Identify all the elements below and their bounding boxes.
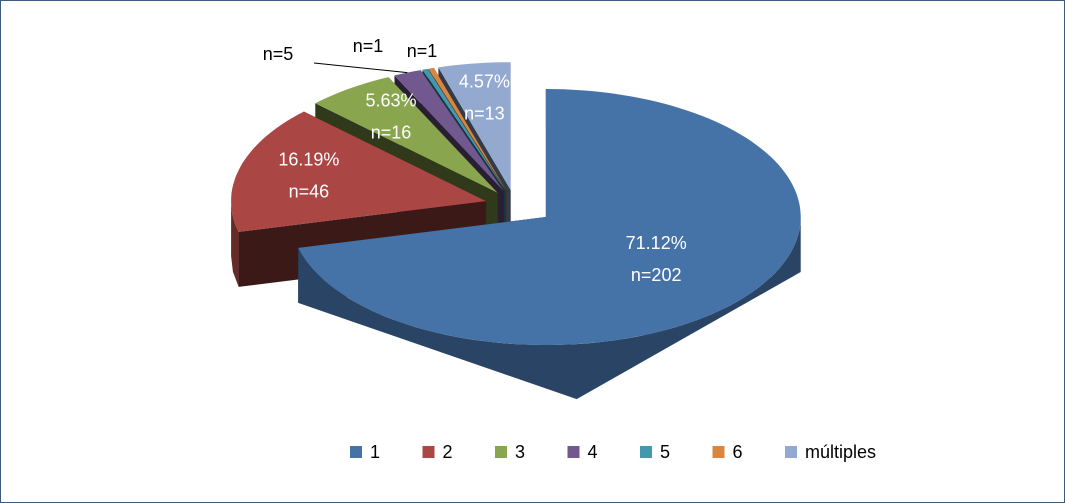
- labels: 71.12% n=202 16.19% n=46 5.63% n=16 n=5 n=1 n=1 4…: [263, 36, 687, 285]
- legend: 1 2 3 4 5 6 múltiples: [350, 442, 876, 462]
- legend-label: 5: [660, 442, 670, 462]
- value-label: n=16: [371, 123, 412, 143]
- legend-swatch: [712, 446, 725, 458]
- slice-top: [231, 111, 487, 232]
- legend-label: 4: [588, 442, 598, 462]
- legend-label: 3: [515, 442, 525, 462]
- legend-swatch: [422, 446, 435, 458]
- slice-top: [298, 89, 801, 345]
- percent-label: 4.57%: [459, 72, 510, 92]
- legend-swatch: [495, 446, 507, 458]
- slice-wall: [298, 217, 801, 400]
- percent-label: 5.63%: [365, 91, 416, 111]
- legend-swatch: [785, 446, 797, 458]
- legend-label: 2: [443, 442, 453, 462]
- slice-top: [422, 68, 506, 191]
- legend-label: múltiples: [805, 442, 876, 462]
- legend-swatch: [350, 446, 362, 458]
- percent-label: 16.19%: [278, 150, 339, 170]
- slice: [298, 89, 801, 400]
- value-label: n=46: [289, 182, 330, 202]
- leader-line: [313, 62, 408, 74]
- slice-top: [315, 77, 498, 193]
- percent-label: 71.12%: [626, 233, 687, 253]
- slice-top: [438, 62, 511, 191]
- legend-label: 6: [733, 442, 743, 462]
- legend-swatch: [567, 446, 580, 458]
- value-label: n=202: [631, 265, 682, 285]
- pie: [231, 62, 801, 400]
- value-label: n=1: [353, 36, 384, 56]
- legend-label: 1: [370, 442, 380, 462]
- slice-top: [394, 70, 504, 192]
- value-label: n=1: [407, 41, 438, 61]
- legend-swatch: [640, 446, 652, 458]
- slice-top: [428, 67, 507, 191]
- value-label: n=13: [464, 104, 505, 124]
- slice-wall: [231, 201, 239, 287]
- value-label: n=5: [263, 44, 294, 64]
